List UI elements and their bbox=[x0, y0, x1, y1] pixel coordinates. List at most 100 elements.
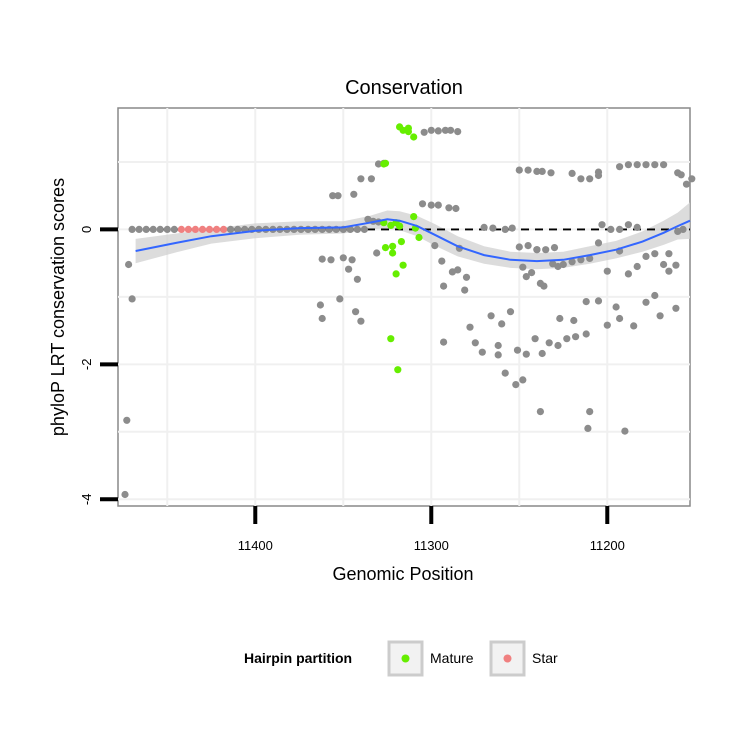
point-other bbox=[512, 381, 520, 389]
point-other bbox=[540, 282, 548, 290]
point-other bbox=[651, 250, 659, 258]
point-other bbox=[577, 175, 585, 183]
point-other bbox=[660, 161, 668, 169]
point-other bbox=[582, 298, 590, 306]
legend-dot-star bbox=[503, 654, 512, 663]
y-axis-label: phyloP LRT conservation scores bbox=[48, 178, 68, 436]
point-other bbox=[441, 126, 449, 134]
legend-title: Hairpin partition bbox=[244, 650, 352, 666]
point-other bbox=[373, 249, 381, 257]
point-other bbox=[149, 225, 157, 233]
point-other bbox=[353, 275, 361, 283]
point-other bbox=[466, 323, 474, 331]
point-other bbox=[123, 416, 131, 424]
point-other bbox=[434, 127, 442, 135]
point-other bbox=[318, 255, 326, 263]
point-star bbox=[184, 225, 192, 233]
point-other bbox=[135, 225, 143, 233]
point-other bbox=[350, 190, 358, 198]
point-other bbox=[594, 297, 603, 305]
point-other bbox=[434, 201, 442, 209]
point-other bbox=[542, 246, 550, 254]
point-other bbox=[594, 168, 603, 176]
point-other bbox=[550, 244, 559, 252]
point-other bbox=[624, 161, 633, 169]
point-other bbox=[418, 200, 427, 208]
y-tick-label: -2 bbox=[79, 359, 94, 371]
point-other bbox=[508, 224, 516, 232]
point-other bbox=[522, 273, 530, 281]
point-other bbox=[142, 225, 150, 233]
point-other bbox=[642, 161, 650, 169]
point-other bbox=[547, 169, 555, 177]
smooth-line-group bbox=[135, 218, 691, 263]
point-other bbox=[447, 126, 455, 134]
point-other bbox=[651, 291, 659, 300]
point-other bbox=[624, 221, 633, 229]
point-other bbox=[538, 349, 546, 358]
point-other bbox=[360, 225, 368, 233]
point-other bbox=[427, 126, 435, 134]
point-other bbox=[357, 317, 365, 325]
point-other bbox=[519, 376, 527, 384]
point-other bbox=[440, 282, 448, 290]
point-other bbox=[128, 295, 136, 303]
point-mature bbox=[404, 124, 412, 132]
point-other bbox=[598, 221, 606, 229]
point-other bbox=[568, 258, 576, 266]
point-other bbox=[498, 320, 506, 328]
point-other bbox=[538, 167, 546, 175]
point-other bbox=[454, 128, 462, 136]
point-other bbox=[234, 225, 242, 233]
point-mature bbox=[410, 213, 418, 221]
point-other bbox=[594, 239, 603, 247]
point-other bbox=[357, 175, 365, 183]
point-other bbox=[501, 369, 509, 377]
point-star bbox=[191, 225, 199, 233]
point-other bbox=[478, 348, 486, 356]
point-other bbox=[462, 273, 471, 281]
legend-item-star: Star bbox=[489, 640, 558, 677]
point-star bbox=[177, 225, 185, 233]
point-mature bbox=[387, 335, 395, 343]
point-other bbox=[621, 427, 629, 435]
point-other bbox=[128, 225, 136, 233]
point-other bbox=[672, 261, 680, 269]
point-other bbox=[624, 270, 633, 278]
point-other bbox=[586, 254, 594, 262]
point-mature bbox=[399, 261, 407, 269]
point-other bbox=[515, 166, 523, 174]
point-other bbox=[524, 242, 532, 250]
point-other bbox=[679, 225, 687, 233]
point-other bbox=[420, 128, 428, 136]
confidence-band bbox=[135, 202, 691, 270]
point-other bbox=[336, 295, 344, 303]
point-other bbox=[607, 225, 615, 233]
point-other bbox=[642, 298, 650, 306]
x-tick-label: 11300 bbox=[414, 538, 449, 553]
point-other bbox=[304, 225, 312, 233]
point-other bbox=[494, 341, 502, 350]
point-other bbox=[651, 161, 659, 169]
point-other bbox=[431, 242, 439, 250]
point-other bbox=[501, 225, 509, 233]
point-other bbox=[374, 160, 383, 168]
point-star bbox=[198, 225, 207, 233]
point-other bbox=[461, 286, 469, 294]
point-other bbox=[494, 351, 502, 359]
point-other bbox=[665, 267, 673, 275]
point-other bbox=[556, 314, 564, 323]
point-other bbox=[630, 322, 638, 330]
point-other bbox=[642, 252, 650, 260]
point-other bbox=[568, 169, 576, 177]
point-mature bbox=[381, 159, 390, 167]
point-other bbox=[633, 223, 641, 231]
x-tick-label: 11200 bbox=[590, 538, 625, 553]
point-other bbox=[329, 192, 337, 200]
legend: Hairpin partition Mature Star bbox=[244, 640, 558, 677]
point-star bbox=[213, 225, 221, 233]
point-mature bbox=[389, 249, 397, 257]
point-other bbox=[656, 312, 664, 320]
point-other bbox=[665, 250, 673, 258]
